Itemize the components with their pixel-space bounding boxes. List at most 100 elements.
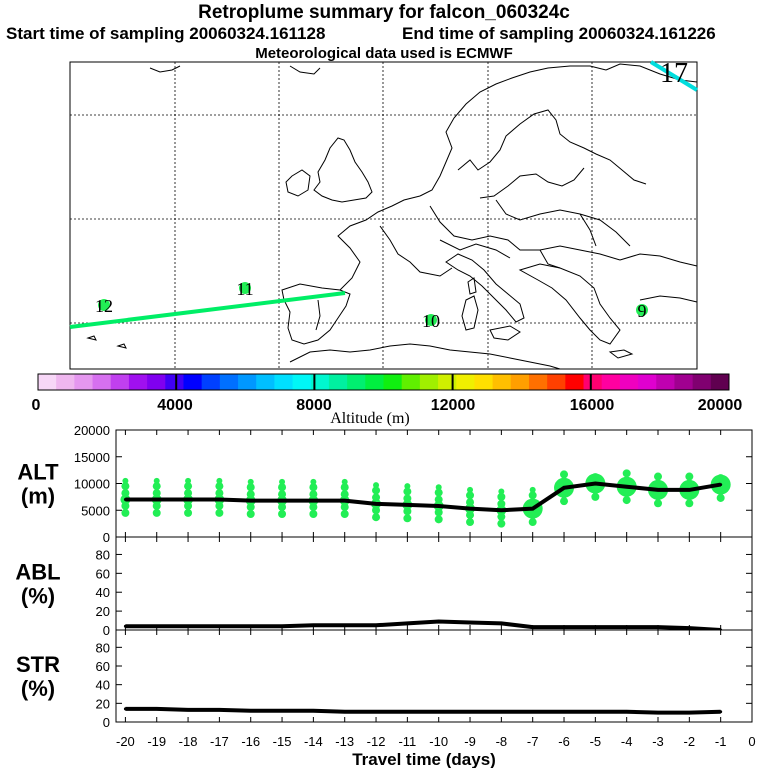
str-point xyxy=(405,710,409,714)
alt-plume-point xyxy=(278,503,287,512)
colorbar-swatch xyxy=(656,374,675,390)
str-point xyxy=(374,710,378,714)
alt-plume-point xyxy=(528,511,537,520)
alt-plume-point xyxy=(497,492,506,501)
abl-point xyxy=(123,624,127,628)
abl-point xyxy=(343,623,347,627)
alt-ylabel: ALT xyxy=(17,460,59,485)
abl-panel: 0 20 40 60 80 ABL(%) xyxy=(15,536,753,638)
alt-plume-point xyxy=(403,487,412,496)
alt-plume-point xyxy=(121,501,130,510)
alt-plume-point xyxy=(247,478,254,485)
abl-ylabel: ABL xyxy=(15,560,60,585)
str-point xyxy=(593,710,597,714)
colorbar-swatch xyxy=(147,374,166,390)
colorbar-swatch xyxy=(56,374,75,390)
colorbar-swatch xyxy=(492,374,512,390)
colorbar-swatch xyxy=(710,374,730,390)
end-time-label: End time of sampling 20060324.161226 xyxy=(402,24,716,43)
alt-plume-point xyxy=(340,503,349,512)
alt-plume-point xyxy=(184,482,193,491)
colorbar-tick-label: 20000 xyxy=(698,397,743,414)
alt-point xyxy=(374,502,378,506)
alt-plume-point xyxy=(215,501,224,510)
abl-point xyxy=(311,623,315,627)
alt-plume-point xyxy=(466,511,475,520)
abl-point xyxy=(186,624,190,628)
colorbar-swatch xyxy=(692,374,712,390)
x-tick-label: -7 xyxy=(527,734,539,749)
abl-point xyxy=(249,624,253,628)
abl-ytick-label: 0 xyxy=(103,623,110,638)
x-tick-label: -9 xyxy=(464,734,476,749)
abl-ytick-label: 40 xyxy=(96,585,110,600)
alt-ytick-label: 10000 xyxy=(74,477,110,492)
str-point xyxy=(468,710,472,714)
colorbar-swatch xyxy=(365,374,384,390)
alt-plume-point xyxy=(403,507,412,516)
colorbar-swatch xyxy=(565,374,585,390)
altitude-colorbar xyxy=(37,373,730,391)
colorbar-ticks: 0 4000 8000 12000 16000 20000 xyxy=(32,374,743,414)
alt-point xyxy=(405,503,409,507)
chart-title: Retroplume summary for falcon_060324c xyxy=(198,2,570,23)
colorbar-tick-label: 12000 xyxy=(431,397,476,414)
map-frame xyxy=(69,61,698,370)
abl-point xyxy=(499,621,503,625)
str-point xyxy=(155,707,159,711)
alt-point xyxy=(343,499,347,503)
str-point xyxy=(719,710,723,714)
alt-plume-point xyxy=(434,508,443,517)
colorbar-swatch xyxy=(674,374,694,390)
day-9-marker xyxy=(636,304,648,316)
x-tick-label: -11 xyxy=(398,734,416,749)
alt-plume-point xyxy=(716,493,725,502)
alt-point xyxy=(593,482,597,485)
alt-plume-point xyxy=(622,496,631,505)
colorbar-swatch xyxy=(128,374,148,390)
str-ytick-label: 0 xyxy=(103,715,110,730)
alt-point xyxy=(687,488,691,492)
alt-plume-point xyxy=(622,469,631,478)
colorbar-swatch xyxy=(474,374,494,390)
abl-point xyxy=(562,625,566,629)
alt-plume-point xyxy=(435,484,442,491)
alt-plume-point xyxy=(466,518,475,527)
alt-plume-point xyxy=(467,486,474,493)
str-ytick-label: 20 xyxy=(96,696,110,711)
colorbar-swatch xyxy=(419,374,439,390)
alt-plume-point xyxy=(372,513,381,522)
alt-point xyxy=(531,507,535,511)
colorbar-swatch xyxy=(528,374,548,390)
colorbar-swatch xyxy=(583,374,603,390)
alt-plume-point xyxy=(152,508,161,517)
alt-ytick-label: 20000 xyxy=(74,423,110,438)
alt-plume-point xyxy=(246,503,255,512)
colorbar-swatch xyxy=(456,374,475,390)
start-time-label: Start time of sampling 20060324.161128 xyxy=(6,24,326,43)
alt-plume-point xyxy=(622,489,631,498)
alt-point xyxy=(123,498,127,502)
abl-ytick-label: 80 xyxy=(96,547,110,562)
str-ytick-label: 60 xyxy=(96,659,110,674)
colorbar-swatch xyxy=(619,374,639,390)
str-ytick-label: 80 xyxy=(96,640,110,655)
str-point xyxy=(562,710,566,714)
alt-point xyxy=(656,488,660,492)
colorbar-swatch xyxy=(401,374,421,390)
str-point xyxy=(311,709,315,713)
alt-plume-point xyxy=(309,483,318,492)
colorbar-swatch xyxy=(383,374,403,390)
str-point xyxy=(437,710,441,714)
colorbar-swatch xyxy=(328,374,348,390)
alt-plume-point xyxy=(434,488,443,497)
x-tick-label: -16 xyxy=(241,734,260,749)
colorbar-swatch xyxy=(201,374,221,390)
trajectory-track xyxy=(69,291,346,329)
x-axis: -20 -19 -18 -17 -16 -15 -14 -13 -12 -11 -10 -9 -8 -7-… xyxy=(116,734,756,749)
colorbar-swatch xyxy=(183,374,203,390)
str-point xyxy=(656,711,660,715)
alt-plume-point xyxy=(529,486,536,493)
colorbar-swatch xyxy=(601,374,621,390)
colorbar-swatch xyxy=(510,374,530,390)
